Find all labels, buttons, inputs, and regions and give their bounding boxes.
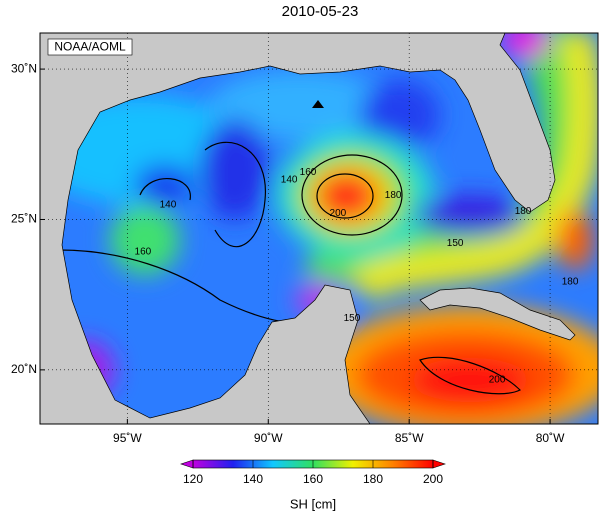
lon-tick-label: 85˚W [395,431,424,445]
colorbar-extend-high [432,459,446,469]
source-box [47,38,133,56]
contour-label: 180 [515,206,532,217]
lon-tick-label: 80˚W [536,431,565,445]
land [419,287,576,341]
contour-label: 150 [344,313,361,324]
station-marker [312,100,324,108]
colorbar-tick-label: 200 [423,472,443,486]
lon-tick-label: 90˚W [254,431,283,445]
land [40,33,556,424]
contour-label: 150 [447,238,464,249]
contour-label: 200 [330,208,347,219]
contour-label: 160 [300,167,317,178]
source-label: NOAA/AOML [54,40,126,54]
contour-label: 180 [385,190,402,201]
contour-label: 180 [562,277,579,288]
colorbar-extend-low [180,459,194,469]
contour-label: 140 [160,199,177,210]
colorbar-tick-label: 180 [363,472,383,486]
sea-height-field [40,33,598,424]
map-frame [39,32,599,425]
colorbar-tick-label: 140 [243,472,263,486]
colorbar-tick-label: 120 [183,472,203,486]
contour-label: 160 [135,247,152,258]
lat-tick-label: 20˚N [11,362,37,376]
title: 2010-05-23 [282,3,359,20]
colorbar-label: SH [cm] [290,496,336,511]
lat-tick-label: 30˚N [11,61,37,75]
colorbar-tick-label: 160 [303,472,323,486]
contour-label: 140 [281,175,298,186]
lon-tick-label: 95˚W [113,431,142,445]
contour-label: 200 [489,375,506,386]
lat-tick-label: 25˚N [11,212,37,226]
